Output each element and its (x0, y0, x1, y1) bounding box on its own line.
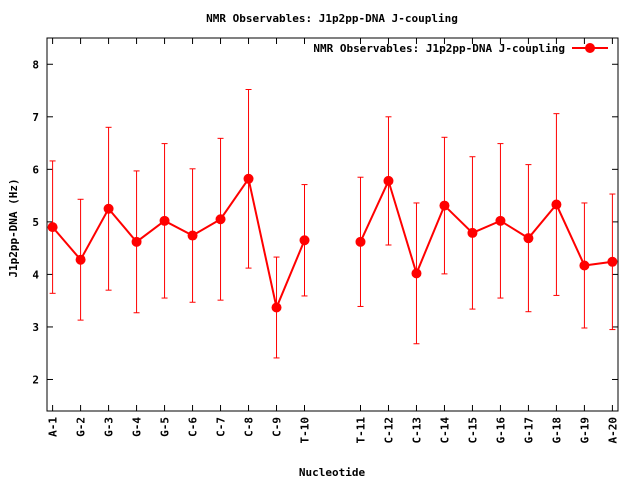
x-tick-label: C-14 (438, 417, 451, 444)
x-tick-label: G-17 (522, 417, 535, 444)
data-point (131, 236, 142, 247)
x-tick-label: G-19 (578, 417, 591, 444)
plot-border (46, 37, 619, 412)
x-tick-label: T-11 (354, 417, 367, 444)
y-tick-label: 2 (32, 373, 39, 386)
data-point (551, 199, 562, 210)
x-tick-label: A-20 (606, 417, 619, 444)
x-tick-label: T-10 (299, 417, 312, 444)
x-tick-label: G-18 (550, 417, 563, 444)
y-axis: 2 3 4 5 6 7 8 (32, 58, 618, 386)
chart-title: NMR Observables: J1p2pp-DNA J-coupling (206, 12, 458, 25)
x-tick-label: A-1 (47, 417, 60, 437)
data-point (159, 215, 170, 226)
y-tick-label: 8 (32, 58, 39, 71)
data-point (607, 256, 618, 267)
series-group (47, 88, 618, 359)
y-tick-label: 4 (32, 268, 39, 281)
plot-frame (46, 37, 619, 412)
x-tick-label: C-13 (410, 417, 423, 444)
series-line (51, 176, 306, 311)
y-axis-label: J1p2pp-DNA (Hz) (7, 178, 20, 277)
x-tick-label: C-8 (243, 417, 256, 437)
data-point (215, 214, 226, 225)
y-tick-label: 7 (32, 111, 39, 124)
data-point (495, 215, 506, 226)
data-point (467, 227, 478, 238)
y-tick-label: 6 (32, 163, 39, 176)
legend-label: NMR Observables: J1p2pp-DNA J-coupling (313, 42, 565, 55)
data-point (187, 230, 198, 241)
data-point (523, 233, 534, 244)
data-point (299, 235, 310, 246)
x-axis: A-1 G-2 G-3 G-4 G-5 C-6 C-7 C-8 C-9 T-10 T-11 C-12 C… (47, 38, 619, 444)
x-tick-label: G-16 (494, 417, 507, 444)
x-tick-label: G-3 (103, 417, 116, 437)
data-point (47, 222, 58, 233)
data-point (103, 203, 114, 214)
data-point (439, 200, 450, 211)
y-tick-label: 5 (32, 216, 39, 229)
series-line (359, 178, 613, 277)
x-tick-label: C-9 (271, 417, 284, 437)
x-tick-label: G-4 (131, 417, 144, 437)
data-point (579, 260, 590, 271)
x-tick-label: G-2 (75, 417, 88, 437)
data-point (75, 254, 86, 265)
x-tick-label: C-7 (215, 417, 228, 437)
data-point (411, 268, 422, 279)
legend: NMR Observables: J1p2pp-DNA J-coupling (313, 42, 608, 55)
data-point (355, 236, 366, 247)
x-axis-label: Nucleotide (299, 466, 366, 479)
data-point (383, 175, 394, 186)
data-point (271, 302, 282, 313)
x-tick-label: G-5 (159, 417, 172, 437)
x-tick-label: C-12 (382, 417, 395, 444)
data-point (243, 173, 254, 184)
y-tick-label: 3 (32, 321, 39, 334)
x-tick-label: C-15 (466, 417, 479, 444)
x-tick-label: C-6 (187, 417, 200, 437)
legend-marker (585, 43, 595, 53)
